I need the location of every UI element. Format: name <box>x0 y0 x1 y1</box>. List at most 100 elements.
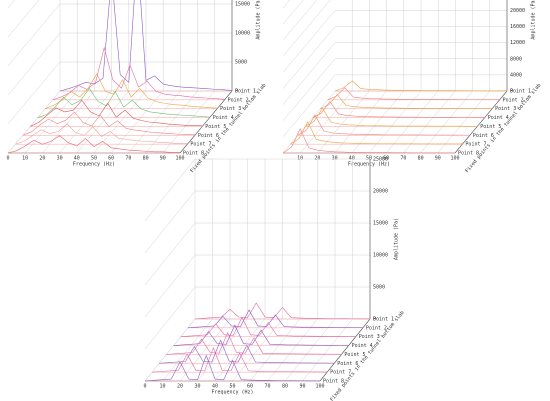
grid-line <box>403 0 456 154</box>
grid-line <box>232 159 283 382</box>
grid-line <box>76 0 130 154</box>
x-tick-label: 10 <box>297 156 303 162</box>
grid-line <box>7 32 232 96</box>
x-tick-label: 30 <box>57 156 63 162</box>
spectrum-line <box>290 121 463 145</box>
z-axis-title: Amplitude (Pa) <box>256 0 262 40</box>
grid-line <box>317 0 370 154</box>
spectrum-line <box>282 128 455 154</box>
spectrum-line <box>312 100 485 118</box>
grid-line <box>437 0 491 154</box>
grid-line <box>368 0 422 154</box>
x-tick-label: 80 <box>282 384 288 390</box>
spectrum-line <box>327 87 500 101</box>
grid-line <box>59 0 112 154</box>
chart-panel: 0400080001200016000200002400028000320003… <box>282 0 542 174</box>
grid-line <box>334 0 387 154</box>
x-tick-label: 40 <box>74 156 80 162</box>
series-label: Point 8 <box>458 151 479 157</box>
x-tick-label: 100 <box>175 156 184 162</box>
z-tick-label: 15000 <box>235 2 250 8</box>
x-axis-title: Frequency (Hz) <box>348 162 390 168</box>
spectrum-line <box>144 354 321 382</box>
x-tick-label: 50 <box>366 156 372 162</box>
x-tick-label: 100 <box>450 156 459 162</box>
grid-line <box>197 159 248 382</box>
z-tick-label: 15000 <box>373 221 388 227</box>
grid-line <box>162 159 213 382</box>
x-tick-label: 20 <box>314 156 320 162</box>
x-tick-label: 70 <box>400 156 406 162</box>
x-tick-label: 30 <box>194 384 200 390</box>
grid-line <box>282 0 318 41</box>
series-label: Point 5 <box>344 352 365 358</box>
x-tick-label: 10 <box>22 156 28 162</box>
spectrum-line <box>15 123 188 145</box>
spectrum-line <box>180 316 356 338</box>
grid-line <box>282 0 304 25</box>
series-label: Point 7 <box>330 370 351 376</box>
grid-line <box>282 0 291 9</box>
series-label: Point 1 <box>235 89 256 95</box>
z-tick-label: 8000 <box>510 56 522 62</box>
x-tick-label: 90 <box>160 156 166 162</box>
series-label: Point 4 <box>213 115 234 121</box>
grid-line <box>420 0 473 154</box>
series-label: Point 2 <box>228 97 249 103</box>
z-axis-title: Amplitude (Pa) <box>531 0 537 40</box>
series-label: Point 4 <box>352 343 373 349</box>
chart-panel: 0500010000150002000025000010203040506070… <box>6 0 267 174</box>
z-tick-label: 10000 <box>235 31 250 37</box>
spectrum-line <box>52 46 225 101</box>
series-label: Point 1 <box>510 89 531 95</box>
x-tick-label: 90 <box>299 384 305 390</box>
grid-line <box>267 159 318 382</box>
grid-line <box>25 0 78 154</box>
series-label: Point 7 <box>190 142 211 148</box>
grid-line <box>249 159 301 382</box>
z-axis-title: Amplitude (Pa) <box>394 218 400 260</box>
grid-line <box>214 159 266 382</box>
series-label: Point 8 <box>323 379 344 385</box>
spectrum-line <box>59 0 233 92</box>
x-axis-title: Frequency (Hz) <box>211 390 253 396</box>
series-label: Point 6 <box>337 361 358 367</box>
z-tick-label: 12000 <box>510 40 525 46</box>
x-tick-label: 30 <box>332 156 338 162</box>
z-tick-label: 20000 <box>510 8 525 14</box>
series-label: Point 4 <box>488 115 509 121</box>
series-label: Point 6 <box>473 133 494 139</box>
series-label: Point 6 <box>198 133 219 139</box>
x-tick-label: 70 <box>125 156 131 162</box>
grid-line <box>144 190 370 254</box>
grid-line <box>144 254 370 318</box>
x-tick-label: 50 <box>91 156 97 162</box>
series-label: Point 1 <box>373 317 394 323</box>
x-tick-label: 40 <box>212 384 218 390</box>
spectrum-line <box>187 309 363 329</box>
grid-line <box>144 222 370 286</box>
grid-line <box>300 0 353 154</box>
grid-line <box>284 159 336 382</box>
series-label: Point 8 <box>183 151 204 157</box>
depth-axis <box>319 318 371 382</box>
x-tick-label: 70 <box>264 384 270 390</box>
spectrum-line <box>305 107 478 127</box>
grid-line <box>351 0 405 154</box>
grid-line <box>282 58 507 121</box>
grid-line <box>42 0 95 154</box>
spectrum-line <box>297 114 470 136</box>
grid-line <box>282 10 507 73</box>
x-tick-label: 60 <box>383 156 389 162</box>
x-tick-label: 10 <box>159 384 165 390</box>
grid-line <box>162 0 216 154</box>
x-tick-label: 50 <box>229 384 235 390</box>
grid-line <box>144 158 370 222</box>
series-label: Point 5 <box>480 124 501 130</box>
x-tick-label: 0 <box>6 156 9 162</box>
depth-axis <box>179 90 233 154</box>
z-tick-label: 5000 <box>235 60 247 66</box>
grid-line <box>282 0 331 57</box>
spectrum-line <box>45 73 218 109</box>
